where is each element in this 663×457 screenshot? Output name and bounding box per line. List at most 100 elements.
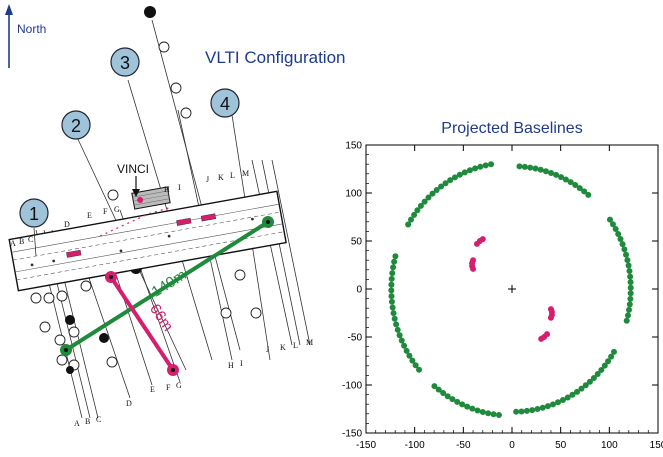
svg-text:C: C <box>96 415 101 424</box>
green-point <box>477 163 484 170</box>
green-point <box>626 306 633 313</box>
green-point <box>521 163 528 170</box>
green-point <box>612 226 619 233</box>
green-point <box>431 383 438 390</box>
green-point <box>440 390 447 397</box>
magenta-point <box>544 331 551 338</box>
green-point <box>627 295 634 302</box>
green-point <box>394 326 401 333</box>
green-point <box>555 399 562 406</box>
green-point <box>562 176 569 183</box>
green-point <box>627 284 634 291</box>
vlti-layout-diagram: VINCI A B C D E F G H I J K L M A B C D … <box>8 6 313 428</box>
svg-text:M: M <box>306 338 313 347</box>
green-point <box>398 337 405 344</box>
green-point <box>518 408 525 415</box>
green-point <box>623 251 630 258</box>
green-point <box>490 411 497 418</box>
green-point <box>529 407 536 414</box>
green-point <box>388 281 395 288</box>
unit-number-3: 3 <box>120 53 130 73</box>
baseline-66m <box>105 271 179 376</box>
svg-text:E: E <box>87 211 92 220</box>
green-point <box>576 185 583 192</box>
green-point <box>513 408 520 415</box>
x-tick-label: -50 <box>456 440 471 451</box>
green-point <box>548 169 555 176</box>
green-point <box>485 410 492 417</box>
green-point <box>401 342 408 349</box>
y-tick-label: -100 <box>342 381 362 392</box>
vinci-arrowhead <box>132 189 140 197</box>
svg-text:L: L <box>230 171 235 180</box>
svg-text:A: A <box>74 419 80 428</box>
magenta-point <box>547 306 554 313</box>
baseline-140m <box>60 216 274 356</box>
green-point <box>392 253 399 260</box>
green-point <box>388 275 395 282</box>
unit-telescope-3: 3 <box>110 47 140 77</box>
green-point <box>461 169 468 176</box>
page-title: VLTI Configuration <box>205 48 345 67</box>
green-point <box>586 378 593 385</box>
green-point <box>627 279 634 286</box>
north-arrow <box>5 4 13 68</box>
green-point <box>609 221 616 228</box>
green-point <box>601 362 608 369</box>
svg-text:F: F <box>166 383 171 392</box>
baseline-140m-label: 140m <box>149 266 190 300</box>
svg-text:A: A <box>10 239 16 248</box>
green-point <box>396 332 403 339</box>
green-point <box>408 216 415 223</box>
green-point <box>619 241 626 248</box>
unit-telescope-4: 4 <box>210 88 240 118</box>
green-point <box>615 230 622 237</box>
magenta-point <box>473 240 480 247</box>
unit-number-4: 4 <box>220 94 230 114</box>
rail-letters-bottom: A B C D E F G H I J K L M <box>74 338 313 428</box>
svg-text:I: I <box>240 359 243 368</box>
green-point <box>403 347 410 354</box>
green-point <box>466 167 473 174</box>
x-tick-label: -150 <box>356 440 376 451</box>
projected-baselines-chart: -150 -100 -50 0 50 100 150 -150 -100 -50 0 50 100 150 <box>342 141 663 452</box>
green-point <box>532 165 539 172</box>
green-point <box>624 257 631 264</box>
green-point <box>550 401 557 408</box>
green-point <box>444 393 451 400</box>
green-point <box>389 270 396 277</box>
green-point <box>495 411 502 418</box>
svg-text:G: G <box>114 205 120 214</box>
svg-text:E: E <box>150 385 155 394</box>
svg-text:J: J <box>266 345 269 354</box>
svg-text:M: M <box>242 169 249 178</box>
svg-text:D: D <box>126 399 132 408</box>
x-tick-label: -100 <box>405 440 425 451</box>
green-point <box>435 386 442 393</box>
green-point <box>425 194 432 201</box>
unit-telescope-2: 2 <box>61 110 91 140</box>
green-point <box>390 264 397 271</box>
green-point <box>608 353 615 360</box>
green-point <box>433 186 440 193</box>
green-point <box>626 268 633 275</box>
y-tick-label: -50 <box>348 333 363 344</box>
green-point <box>421 198 428 205</box>
y-tick-label: 0 <box>356 285 362 296</box>
green-point <box>442 180 449 187</box>
green-point <box>617 236 624 243</box>
green-point <box>409 357 416 364</box>
unit-number-2: 2 <box>71 116 81 136</box>
green-point <box>627 290 634 297</box>
x-tick-label: 0 <box>509 440 515 451</box>
green-point <box>388 298 395 305</box>
baseline-66m-label: 66m <box>146 301 176 335</box>
green-point <box>527 164 534 171</box>
svg-text:J: J <box>206 175 209 184</box>
green-point <box>544 403 551 410</box>
delay-line-tunnel <box>8 190 287 292</box>
green-point <box>447 177 454 184</box>
green-point <box>459 401 466 408</box>
station-markers <box>30 41 262 371</box>
green-point <box>534 406 541 413</box>
